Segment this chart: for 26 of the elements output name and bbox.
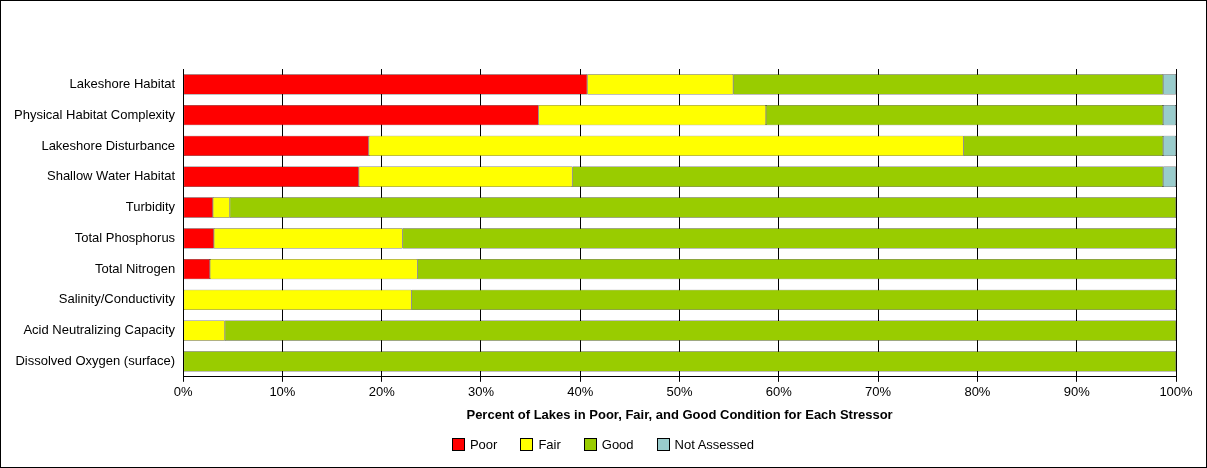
- y-tick-label: Lakeshore Habitat: [69, 75, 176, 91]
- x-tick-label: 90%: [1063, 384, 1091, 400]
- x-tick-label: 60%: [765, 384, 793, 400]
- y-tick-label: Salinity/Conductivity: [58, 291, 176, 307]
- x-tick-label: 30%: [467, 384, 495, 400]
- y-tick-label: Lakeshore Disturbance: [41, 137, 176, 153]
- y-tick-label: Turbidity: [125, 199, 176, 215]
- y-tick-label: Acid Neutralizing Capacity: [23, 322, 176, 338]
- legend-label: Good: [601, 437, 634, 452]
- x-tick-label: 80%: [964, 384, 991, 400]
- legend-label: Fair: [538, 437, 561, 452]
- x-tick-label: 0%: [173, 384, 193, 400]
- y-tick-label: Physical Habitat Complexity: [13, 106, 176, 122]
- y-tick-label: Total Phosphorus: [74, 229, 176, 245]
- x-tick-label: 40%: [567, 384, 594, 400]
- x-tick-label: 20%: [368, 384, 396, 400]
- legend-label: Poor: [469, 437, 498, 452]
- x-axis-title: Percent of Lakes in Poor, Fair, and Good Condition for Each Stressor: [466, 406, 893, 422]
- legend-label: Not Assessed: [674, 437, 755, 452]
- x-tick-label: 50%: [666, 384, 693, 400]
- x-tick-label: 100%: [1159, 384, 1194, 400]
- y-tick-label: Total Nitrogen: [94, 260, 176, 276]
- y-tick-label: Dissolved Oxygen (surface): [15, 352, 176, 368]
- y-tick-label: Shallow Water Habitat: [46, 168, 176, 184]
- x-tick-label: 10%: [269, 384, 296, 400]
- x-tick-label: 70%: [865, 384, 892, 400]
